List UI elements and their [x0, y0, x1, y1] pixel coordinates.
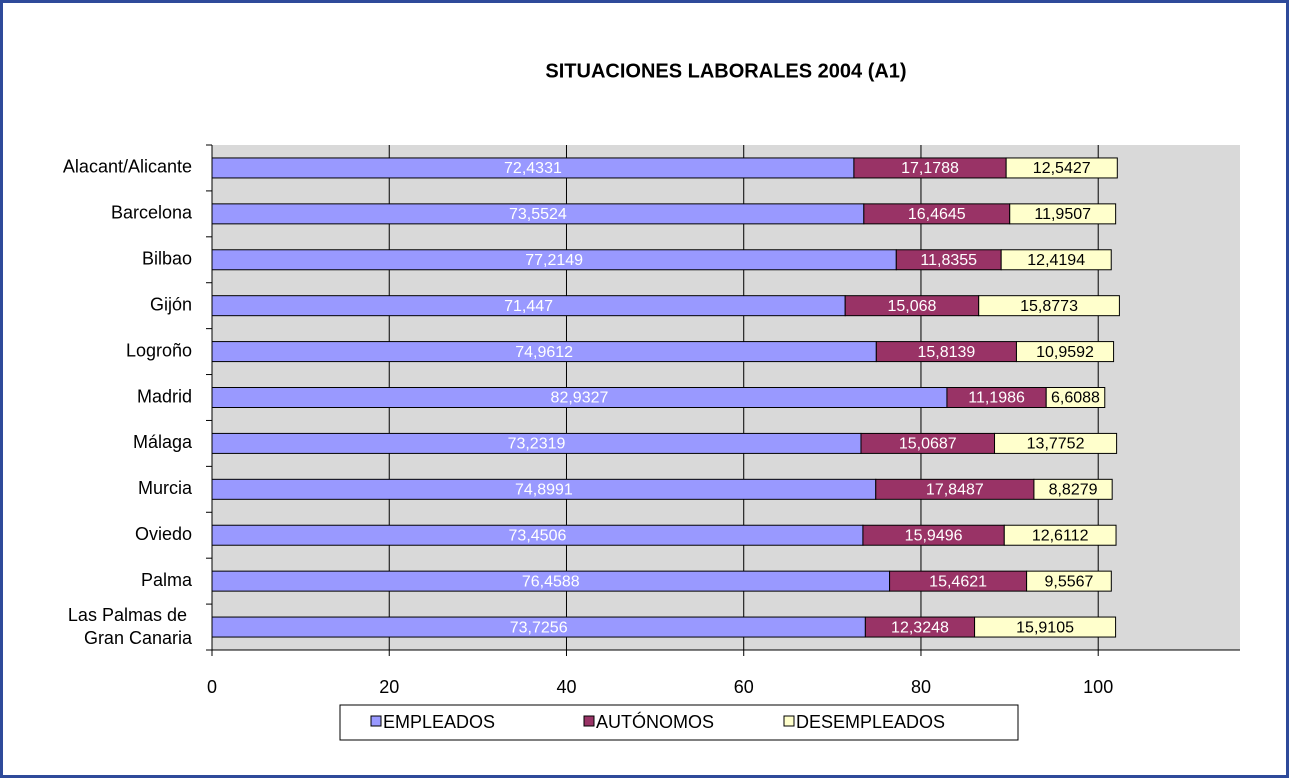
- bar: [1045, 387, 1106, 408]
- value-label: 73,7256: [510, 619, 568, 636]
- value-label: 15,9496: [905, 527, 963, 544]
- y-tick-label: Oviedo: [135, 524, 192, 544]
- x-tick-label: 100: [1083, 677, 1113, 697]
- y-tick-label: Málaga: [133, 432, 193, 452]
- value-label: 72,4331: [504, 160, 562, 177]
- legend-box: [339, 704, 1019, 741]
- label-line: Gran Canaria: [84, 628, 193, 648]
- value-label: 76,4588: [522, 573, 580, 590]
- value-label: 15,0687: [899, 436, 957, 453]
- value-label: 10,9592: [1036, 344, 1094, 361]
- value-label: 74,9612: [515, 344, 573, 361]
- value-label: 77,2149: [525, 252, 583, 269]
- bar: [1005, 157, 1118, 179]
- value-label: 13,7752: [1027, 436, 1085, 453]
- legend-label: DESEMPLEADOS: [796, 712, 945, 732]
- y-tick-label: Gijón: [150, 294, 192, 314]
- bar: [994, 432, 1118, 454]
- y-tick-label: Las Palmas de Gran Canaria: [68, 605, 193, 648]
- value-label: 12,4194: [1027, 252, 1085, 269]
- value-label: 6,6088: [1051, 390, 1100, 407]
- value-label: 73,5524: [509, 206, 567, 223]
- y-tick-label: Bilbao: [142, 249, 192, 269]
- bar: [974, 616, 1117, 638]
- label-line: Las Palmas de: [68, 605, 192, 625]
- value-label: 82,9327: [551, 390, 609, 407]
- bar: [978, 295, 1120, 317]
- chart-title: SITUACIONES LABORALES 2004 (A1): [545, 60, 906, 82]
- value-label: 74,8991: [515, 482, 573, 499]
- legend-swatch: [370, 715, 382, 727]
- value-label: 12,3248: [891, 619, 949, 636]
- value-label: 73,4506: [509, 527, 567, 544]
- legend-swatch: [583, 715, 595, 727]
- legend-label: AUTÓNOMOS: [596, 711, 714, 732]
- value-label: 11,1986: [968, 390, 1025, 407]
- bar: [1000, 249, 1112, 271]
- value-label: 8,8279: [1049, 482, 1098, 499]
- bar: [1026, 570, 1112, 592]
- y-tick-label: Logroño: [126, 340, 192, 360]
- value-label: 73,2319: [508, 436, 566, 453]
- y-tick-label: Murcia: [138, 478, 193, 498]
- x-tick-label: 80: [911, 677, 931, 697]
- x-tick-label: 0: [207, 677, 217, 697]
- y-tick-label: Barcelona: [111, 203, 193, 223]
- bar: [1015, 341, 1115, 363]
- bar: [1033, 478, 1113, 500]
- x-tick-label: 20: [379, 677, 399, 697]
- value-label: 15,068: [887, 298, 936, 315]
- y-tick-label: Palma: [141, 570, 193, 590]
- value-label: 12,5427: [1033, 160, 1091, 177]
- bar: [1003, 524, 1117, 546]
- value-label: 15,4621: [929, 573, 987, 590]
- value-label: 9,5567: [1044, 573, 1093, 590]
- y-tick-label: Madrid: [137, 386, 192, 406]
- y-tick-label: Alacant/Alicante: [63, 157, 192, 177]
- value-label: 15,8773: [1020, 298, 1078, 315]
- bar: [1009, 203, 1117, 225]
- x-tick-label: 40: [556, 677, 576, 697]
- value-label: 12,6112: [1032, 527, 1089, 544]
- value-label: 11,8355: [920, 252, 977, 269]
- legend-swatch: [783, 715, 795, 727]
- value-label: 15,9105: [1016, 619, 1074, 636]
- x-tick-label: 60: [734, 677, 754, 697]
- value-label: 11,9507: [1034, 206, 1091, 223]
- legend-label: EMPLEADOS: [383, 712, 495, 732]
- value-label: 17,8487: [926, 482, 984, 499]
- value-label: 17,1788: [901, 160, 959, 177]
- value-label: 16,4645: [908, 206, 966, 223]
- value-label: 71,447: [504, 298, 553, 315]
- value-label: 15,8139: [917, 344, 975, 361]
